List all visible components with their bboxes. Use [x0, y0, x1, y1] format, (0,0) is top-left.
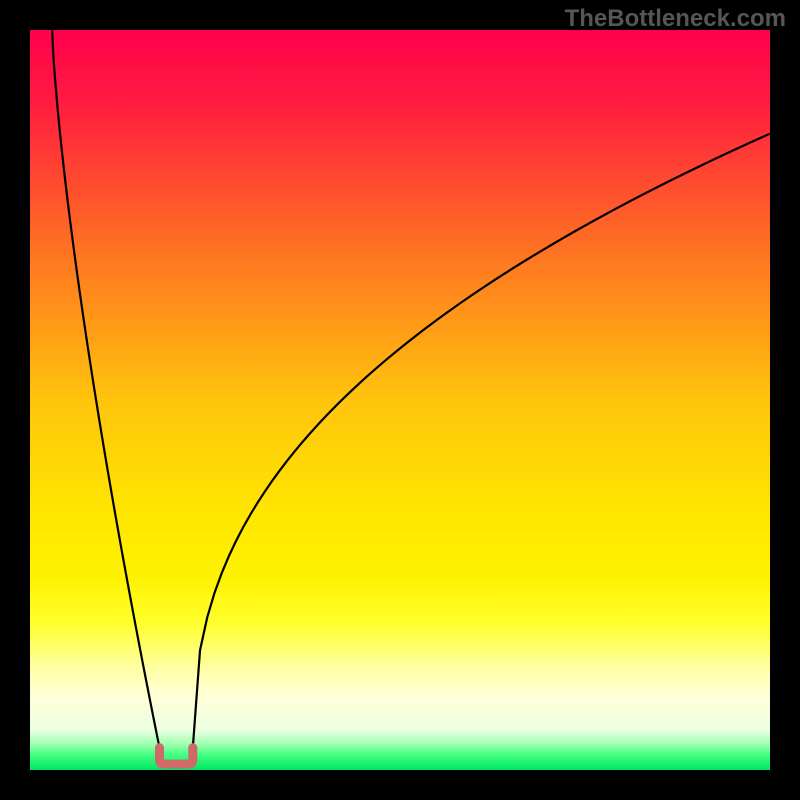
- dip-marker-dot-right: [188, 743, 197, 752]
- watermark-text: TheBottleneck.com: [565, 5, 786, 33]
- plot-svg: [30, 30, 770, 770]
- plot-area: [30, 30, 770, 770]
- dip-marker-dot-left: [155, 743, 164, 752]
- chart-container: TheBottleneck.com: [0, 0, 800, 800]
